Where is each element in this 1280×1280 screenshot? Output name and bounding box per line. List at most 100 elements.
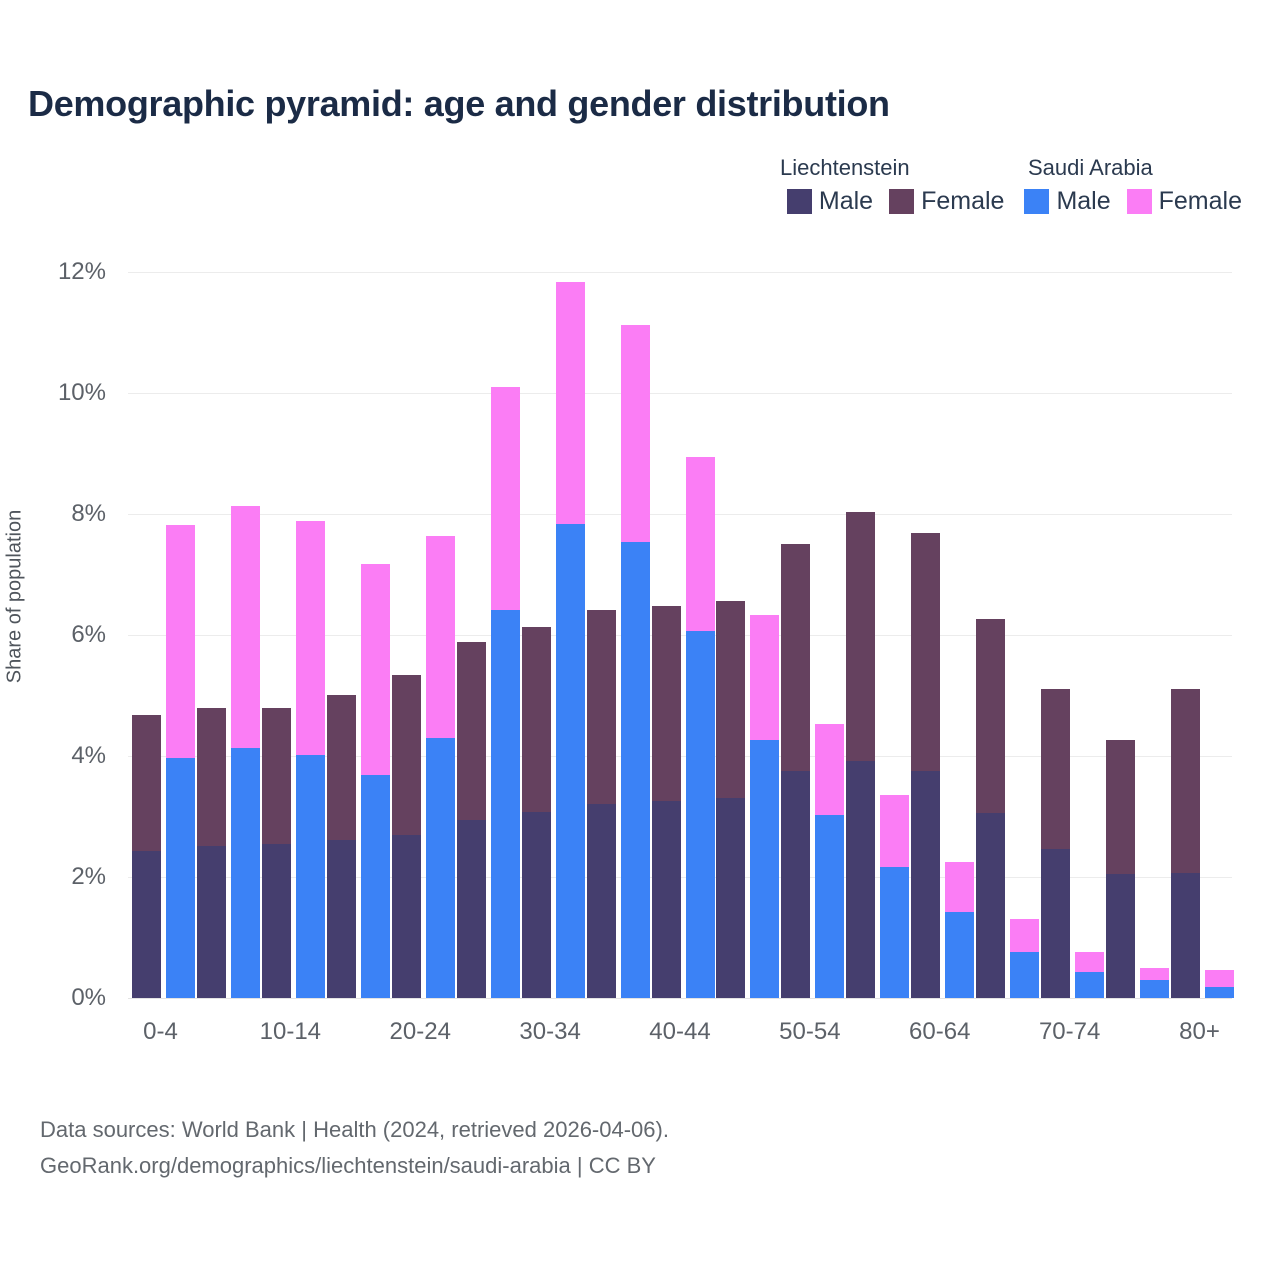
bar-segment-liechtenstein-male[interactable] (261, 843, 291, 998)
y-axis-tick-labels: 0% 2% 4% 6% 8% 10% 12% (0, 258, 120, 1011)
bar-segment-liechtenstein-male[interactable] (651, 800, 681, 998)
bar-segment-saudi-arabia-female[interactable] (425, 535, 455, 738)
bar-segment-saudi-arabia-female[interactable] (230, 505, 260, 748)
bar-segment-liechtenstein-female[interactable] (911, 533, 941, 772)
legend-swatch-icon-saudi-arabia-male (1024, 189, 1050, 214)
y-tick-label-12%: 12% (57, 258, 106, 285)
legend-label-saudi-arabia-female: Female (1158, 187, 1242, 215)
y-tick-label-8%: 8% (71, 500, 106, 527)
bar-segment-saudi-arabia-male[interactable] (815, 814, 845, 998)
bar-segment-saudi-arabia-male[interactable] (685, 630, 715, 998)
bar-segment-saudi-arabia-male[interactable] (555, 523, 585, 998)
legend-item-liechtenstein-female[interactable]: Female (889, 189, 1004, 214)
bar-segment-liechtenstein-male[interactable] (911, 771, 941, 998)
bar-segment-saudi-arabia-female[interactable] (1205, 970, 1235, 987)
age-group-45-49 (712, 272, 780, 998)
legend-group-title-saudi-arabia: Saudi Arabia (1028, 155, 1153, 180)
bar-segment-saudi-arabia-female[interactable] (1140, 968, 1170, 981)
bar-segment-liechtenstein-male[interactable] (1041, 848, 1071, 998)
legend-group-titles: Liechtenstein Saudi Arabia (766, 155, 1242, 181)
bar-segment-saudi-arabia-female[interactable] (750, 615, 780, 740)
bar-segment-liechtenstein-female[interactable] (586, 610, 616, 804)
bar-segment-saudi-arabia-male[interactable] (1010, 952, 1040, 998)
legend-item-liechtenstein-male[interactable]: Male (786, 189, 873, 214)
bar-segment-liechtenstein-female[interactable] (781, 544, 811, 771)
bar-segment-liechtenstein-female[interactable] (1041, 689, 1071, 849)
gridline-10% (128, 393, 1232, 394)
bar-segment-saudi-arabia-male[interactable] (230, 747, 260, 998)
bar-segment-liechtenstein-male[interactable] (586, 803, 616, 998)
page-title: Demographic pyramid: age and gender dist… (28, 83, 890, 124)
age-group-65-69 (972, 272, 1040, 998)
bar-segment-liechtenstein-female[interactable] (326, 694, 356, 840)
bar-segment-saudi-arabia-male[interactable] (425, 737, 455, 998)
bar-segment-saudi-arabia-female[interactable] (166, 524, 195, 759)
bar-segment-liechtenstein-female[interactable] (1171, 688, 1201, 873)
bar-segment-liechtenstein-female[interactable] (846, 512, 876, 762)
bar-segment-liechtenstein-male[interactable] (716, 798, 746, 998)
age-group-70-74 (1037, 272, 1105, 998)
bar-segment-liechtenstein-female[interactable] (391, 674, 421, 836)
bar-segment-liechtenstein-female[interactable] (1106, 740, 1136, 874)
bar-segment-liechtenstein-male[interactable] (781, 770, 811, 998)
bar-segment-liechtenstein-male[interactable] (391, 835, 421, 998)
bars-layer (128, 272, 1235, 998)
gridline-12% (128, 272, 1232, 273)
bar-segment-liechtenstein-female[interactable] (261, 707, 291, 844)
x-tick-label-60-64: 60-64 (909, 1018, 971, 1045)
bar-segment-saudi-arabia-male[interactable] (880, 866, 910, 998)
bar-segment-saudi-arabia-female[interactable] (685, 456, 715, 631)
bar-segment-saudi-arabia-female[interactable] (1075, 952, 1105, 972)
bar-segment-saudi-arabia-male[interactable] (490, 610, 520, 998)
x-tick-label-40-44: 40-44 (649, 1018, 711, 1045)
bar-segment-saudi-arabia-female[interactable] (880, 795, 910, 867)
age-group-80+ (1167, 272, 1235, 998)
age-group-60-64 (907, 272, 975, 998)
bar-segment-saudi-arabia-male[interactable] (750, 739, 780, 998)
bar-segment-liechtenstein-male[interactable] (521, 811, 551, 998)
bar-segment-saudi-arabia-female[interactable] (555, 282, 585, 524)
bar-segment-liechtenstein-male[interactable] (196, 845, 226, 998)
bar-segment-liechtenstein-female[interactable] (132, 715, 161, 851)
y-tick-label-0%: 0% (71, 984, 106, 1011)
y-tick-label-2%: 2% (71, 863, 106, 890)
bar-segment-saudi-arabia-female[interactable] (1010, 919, 1040, 953)
bar-segment-saudi-arabia-female[interactable] (620, 324, 650, 542)
bar-segment-saudi-arabia-female[interactable] (945, 861, 975, 913)
bar-segment-saudi-arabia-female[interactable] (490, 386, 520, 611)
bar-segment-saudi-arabia-male[interactable] (620, 541, 650, 998)
bar-segment-liechtenstein-male[interactable] (976, 813, 1006, 998)
bar-segment-liechtenstein-female[interactable] (196, 708, 226, 846)
bar-segment-liechtenstein-female[interactable] (976, 618, 1006, 814)
plot-area (128, 272, 1235, 999)
bar-segment-liechtenstein-female[interactable] (521, 626, 551, 812)
legend-group-title-liechtenstein: Liechtenstein (780, 155, 910, 180)
bar-segment-saudi-arabia-male[interactable] (295, 754, 325, 998)
bar-segment-liechtenstein-male[interactable] (1106, 873, 1136, 998)
x-tick-label-80+: 80+ (1179, 1018, 1220, 1045)
bar-segment-liechtenstein-male[interactable] (1171, 872, 1201, 998)
legend-divider (1004, 189, 1024, 214)
bar-segment-saudi-arabia-male[interactable] (360, 774, 390, 998)
bar-segment-saudi-arabia-male[interactable] (1075, 972, 1105, 998)
bar-segment-liechtenstein-female[interactable] (456, 641, 486, 821)
bar-segment-saudi-arabia-female[interactable] (295, 520, 325, 755)
legend-item-saudi-arabia-female[interactable]: Female (1126, 187, 1242, 215)
age-group-30-34 (518, 272, 585, 998)
bar-segment-saudi-arabia-female[interactable] (360, 563, 390, 775)
bar-segment-saudi-arabia-male[interactable] (1140, 980, 1170, 998)
bar-segment-liechtenstein-male[interactable] (456, 820, 486, 998)
bar-segment-saudi-arabia-male[interactable] (166, 758, 195, 998)
bar-segment-liechtenstein-male[interactable] (132, 851, 161, 998)
bar-segment-saudi-arabia-female[interactable] (815, 723, 845, 815)
bar-segment-saudi-arabia-male[interactable] (945, 912, 975, 998)
x-tick-label-20-24: 20-24 (389, 1018, 451, 1045)
bar-segment-liechtenstein-male[interactable] (846, 761, 876, 998)
bar-segment-liechtenstein-female[interactable] (716, 601, 746, 799)
bar-segment-saudi-arabia-male[interactable] (1205, 986, 1235, 998)
bar-segment-liechtenstein-male[interactable] (326, 839, 356, 998)
legend-label-liechtenstein-female: Female (921, 187, 1005, 215)
legend-item-saudi-arabia-male[interactable]: Male (1024, 189, 1111, 214)
bar-segment-liechtenstein-female[interactable] (651, 605, 681, 801)
legend-swatches: Male Female Male Female (786, 187, 1242, 215)
